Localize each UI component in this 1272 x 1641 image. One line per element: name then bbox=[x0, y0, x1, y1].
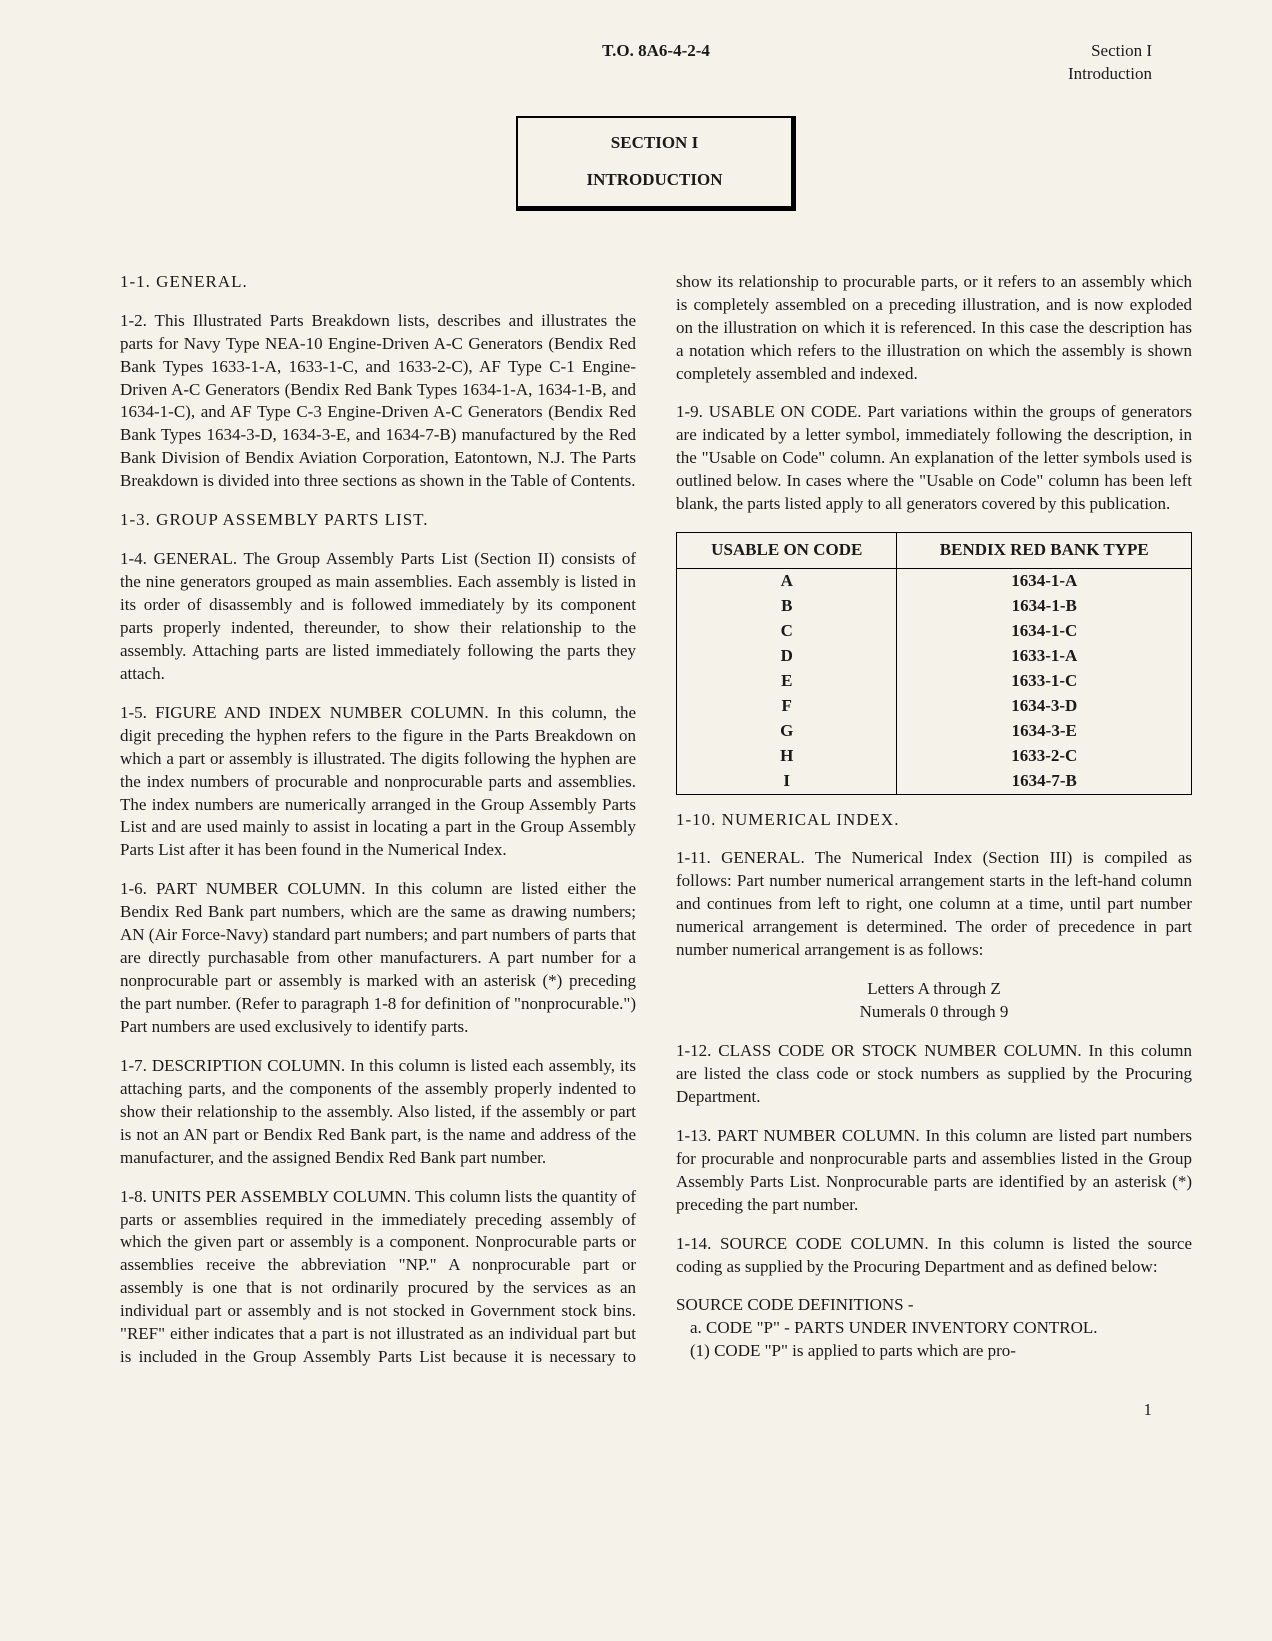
section-box-line1: SECTION I bbox=[528, 132, 781, 155]
para-1-2: 1-2. This Illustrated Parts Breakdown li… bbox=[120, 310, 636, 494]
table-header-type: BENDIX RED BANK TYPE bbox=[897, 533, 1192, 569]
table-cell-type: 1634-7-B bbox=[897, 769, 1192, 794]
para-1-9: 1-9. USABLE ON CODE. Part variations wit… bbox=[676, 401, 1192, 516]
para-1-1: 1-1. GENERAL. bbox=[120, 271, 636, 294]
section-box-line2: INTRODUCTION bbox=[528, 169, 781, 192]
table-cell-code: E bbox=[677, 669, 897, 694]
table-cell-code: A bbox=[677, 569, 897, 594]
table-cell-type: 1633-2-C bbox=[897, 744, 1192, 769]
table-cell-code: I bbox=[677, 769, 897, 794]
table-cell-type: 1634-3-D bbox=[897, 694, 1192, 719]
source-code-a: a. CODE "P" - PARTS UNDER INVENTORY CONT… bbox=[676, 1317, 1192, 1340]
table-row: G1634-3-E bbox=[677, 719, 1192, 744]
source-defs-title: SOURCE CODE DEFINITIONS - bbox=[676, 1294, 1192, 1317]
precedence-letters: Letters A through Z bbox=[676, 978, 1192, 1001]
page-header: T.O. 8A6-4-2-4 Section I Introduction bbox=[120, 40, 1192, 86]
para-1-5: 1-5. FIGURE AND INDEX NUMBER COLUMN. In … bbox=[120, 702, 636, 863]
table-cell-type: 1633-1-A bbox=[897, 644, 1192, 669]
source-code-a1: (1) CODE "P" is applied to parts which a… bbox=[676, 1340, 1192, 1363]
table-row: B1634-1-B bbox=[677, 594, 1192, 619]
table-row: D1633-1-A bbox=[677, 644, 1192, 669]
table-cell-code: H bbox=[677, 744, 897, 769]
para-1-14: 1-14. SOURCE CODE COLUMN. In this column… bbox=[676, 1233, 1192, 1279]
table-cell-code: D bbox=[677, 644, 897, 669]
para-1-12: 1-12. CLASS CODE OR STOCK NUMBER COLUMN.… bbox=[676, 1040, 1192, 1109]
page-number: 1 bbox=[120, 1399, 1192, 1422]
doc-number: T.O. 8A6-4-2-4 bbox=[360, 40, 952, 63]
para-1-4: 1-4. GENERAL. The Group Assembly Parts L… bbox=[120, 548, 636, 686]
para-1-6: 1-6. PART NUMBER COLUMN. In this column … bbox=[120, 878, 636, 1039]
para-1-7: 1-7. DESCRIPTION COLUMN. In this column … bbox=[120, 1055, 636, 1170]
table-row: C1634-1-C bbox=[677, 619, 1192, 644]
table-cell-type: 1633-1-C bbox=[897, 669, 1192, 694]
table-cell-type: 1634-1-C bbox=[897, 619, 1192, 644]
source-code-defs: SOURCE CODE DEFINITIONS - a. CODE "P" - … bbox=[676, 1294, 1192, 1363]
table-row: I1634-7-B bbox=[677, 769, 1192, 794]
section-label: Section I bbox=[952, 40, 1152, 63]
para-1-3: 1-3. GROUP ASSEMBLY PARTS LIST. bbox=[120, 509, 636, 532]
table-cell-code: B bbox=[677, 594, 897, 619]
precedence-numerals: Numerals 0 through 9 bbox=[676, 1001, 1192, 1024]
usable-on-code-table: USABLE ON CODE BENDIX RED BANK TYPE A163… bbox=[676, 532, 1192, 794]
section-sub: Introduction bbox=[952, 63, 1152, 86]
header-right: Section I Introduction bbox=[952, 40, 1152, 86]
table-cell-code: C bbox=[677, 619, 897, 644]
table-cell-type: 1634-1-B bbox=[897, 594, 1192, 619]
para-1-10: 1-10. NUMERICAL INDEX. bbox=[676, 809, 1192, 832]
table-row: F1634-3-D bbox=[677, 694, 1192, 719]
table-cell-code: G bbox=[677, 719, 897, 744]
table-row: E1633-1-C bbox=[677, 669, 1192, 694]
body-columns: 1-1. GENERAL. 1-2. This Illustrated Part… bbox=[120, 271, 1192, 1369]
table-cell-type: 1634-1-A bbox=[897, 569, 1192, 594]
section-title-box: SECTION I INTRODUCTION bbox=[516, 116, 796, 211]
table-cell-code: F bbox=[677, 694, 897, 719]
para-1-11: 1-11. GENERAL. The Numerical Index (Sect… bbox=[676, 847, 1192, 962]
table-header-code: USABLE ON CODE bbox=[677, 533, 897, 569]
table-cell-type: 1634-3-E bbox=[897, 719, 1192, 744]
precedence-block: Letters A through Z Numerals 0 through 9 bbox=[676, 978, 1192, 1024]
table-row: H1633-2-C bbox=[677, 744, 1192, 769]
table-row: A1634-1-A bbox=[677, 569, 1192, 594]
para-1-13: 1-13. PART NUMBER COLUMN. In this column… bbox=[676, 1125, 1192, 1217]
